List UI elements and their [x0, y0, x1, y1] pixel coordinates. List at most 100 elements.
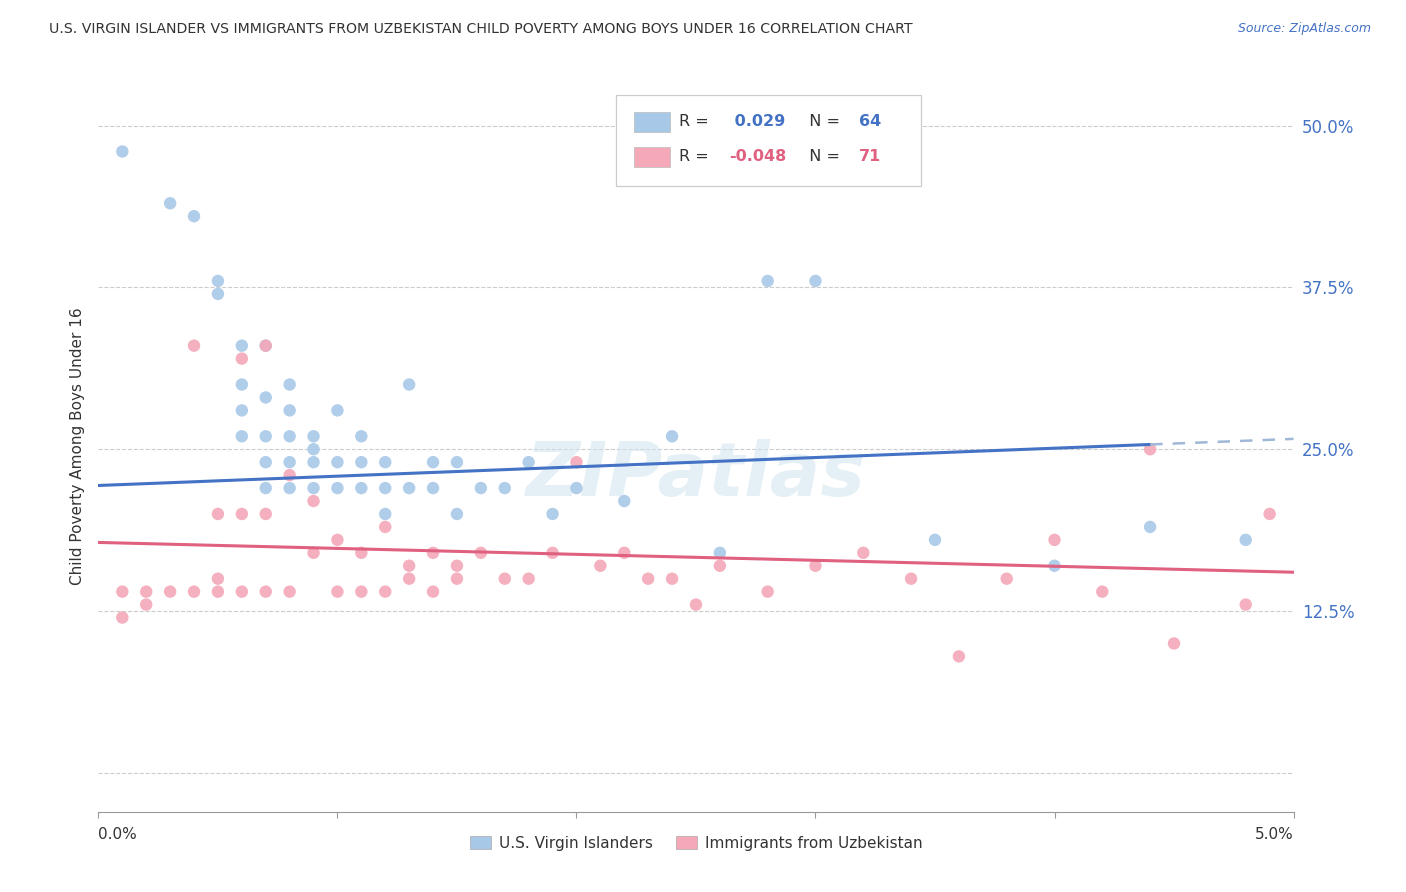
Point	[852, 546, 875, 560]
Point	[350, 481, 373, 495]
Text: 0.029: 0.029	[730, 114, 786, 128]
Point	[470, 546, 492, 560]
Point	[661, 429, 683, 443]
Point	[111, 145, 134, 159]
Text: R =: R =	[679, 149, 714, 164]
Point	[1139, 520, 1161, 534]
Point	[231, 351, 253, 366]
Point	[565, 481, 588, 495]
Text: 0.0%: 0.0%	[98, 827, 138, 842]
Point	[231, 377, 253, 392]
Point	[254, 339, 277, 353]
Point	[350, 546, 373, 560]
Point	[470, 481, 492, 495]
Point	[111, 584, 134, 599]
Point	[254, 455, 277, 469]
Text: 64: 64	[859, 114, 880, 128]
Point	[398, 572, 420, 586]
Point	[207, 584, 229, 599]
Point	[613, 494, 636, 508]
Point	[446, 572, 468, 586]
Text: 71: 71	[859, 149, 880, 164]
Text: Source: ZipAtlas.com: Source: ZipAtlas.com	[1237, 22, 1371, 36]
Point	[541, 546, 564, 560]
Point	[159, 196, 181, 211]
Point	[374, 455, 396, 469]
Point	[350, 429, 373, 443]
Point	[637, 572, 659, 586]
Point	[302, 455, 325, 469]
Point	[374, 507, 396, 521]
Point	[183, 339, 205, 353]
Point	[924, 533, 946, 547]
Point	[517, 455, 540, 469]
Point	[804, 274, 827, 288]
Point	[494, 572, 516, 586]
Point	[1091, 584, 1114, 599]
Point	[207, 507, 229, 521]
FancyBboxPatch shape	[616, 95, 921, 186]
Point	[446, 455, 468, 469]
Point	[398, 558, 420, 573]
Point	[613, 546, 636, 560]
Point	[422, 546, 444, 560]
Point	[278, 429, 301, 443]
Point	[207, 572, 229, 586]
Point	[302, 546, 325, 560]
Point	[278, 455, 301, 469]
Point	[398, 481, 420, 495]
Point	[948, 649, 970, 664]
Point	[1043, 533, 1066, 547]
Point	[207, 274, 229, 288]
Point	[231, 507, 253, 521]
Point	[541, 507, 564, 521]
Point	[135, 598, 157, 612]
Point	[1234, 598, 1257, 612]
Point	[709, 558, 731, 573]
Point	[231, 584, 253, 599]
Point	[231, 339, 253, 353]
Text: ZIPatlas: ZIPatlas	[526, 439, 866, 512]
Point	[517, 572, 540, 586]
Point	[159, 584, 181, 599]
FancyBboxPatch shape	[634, 112, 669, 132]
Point	[254, 481, 277, 495]
Point	[661, 572, 683, 586]
Point	[446, 507, 468, 521]
Point	[278, 468, 301, 483]
Point	[254, 391, 277, 405]
Legend: U.S. Virgin Islanders, Immigrants from Uzbekistan: U.S. Virgin Islanders, Immigrants from U…	[464, 830, 928, 856]
Point	[1139, 442, 1161, 457]
Point	[278, 377, 301, 392]
Point	[398, 377, 420, 392]
Text: 5.0%: 5.0%	[1254, 827, 1294, 842]
Point	[326, 584, 349, 599]
Point	[756, 584, 779, 599]
Point	[1163, 636, 1185, 650]
Point	[254, 429, 277, 443]
Point	[350, 455, 373, 469]
Point	[207, 286, 229, 301]
Point	[111, 610, 134, 624]
Point	[900, 572, 922, 586]
Point	[995, 572, 1018, 586]
Point	[446, 558, 468, 573]
Point	[254, 339, 277, 353]
Point	[422, 481, 444, 495]
Point	[326, 455, 349, 469]
Point	[231, 403, 253, 417]
Point	[183, 584, 205, 599]
Point	[326, 481, 349, 495]
Point	[350, 584, 373, 599]
Point	[1258, 507, 1281, 521]
Point	[494, 481, 516, 495]
Point	[183, 209, 205, 223]
Point	[135, 584, 157, 599]
Point	[1234, 533, 1257, 547]
Y-axis label: Child Poverty Among Boys Under 16: Child Poverty Among Boys Under 16	[69, 307, 84, 585]
Point	[756, 274, 779, 288]
Point	[302, 442, 325, 457]
Point	[804, 558, 827, 573]
Point	[422, 455, 444, 469]
Point	[565, 455, 588, 469]
